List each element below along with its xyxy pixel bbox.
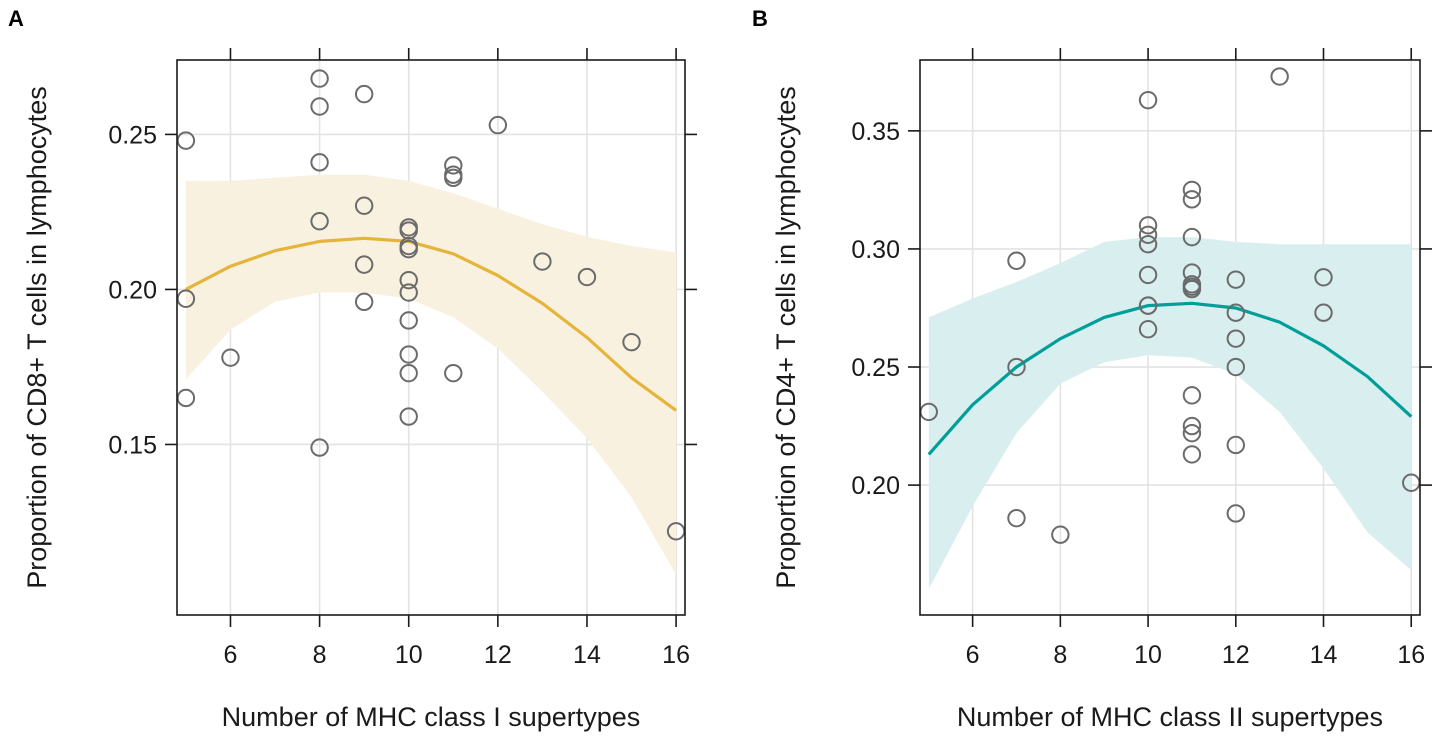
x-tick-label: 10 [395, 641, 423, 669]
plot-frame [919, 59, 1421, 616]
data-point [444, 168, 463, 188]
y-tick-label: 0.25 [108, 121, 157, 149]
data-point [1182, 416, 1202, 436]
data-point [1314, 303, 1333, 322]
data-point [1270, 67, 1289, 86]
data-point [1226, 270, 1245, 289]
panel-b: 6 8 10 12 14 16 0.20 0.25 0.30 0.35 Number of MHC … [752, 6, 1432, 732]
x-tick-label: 6 [966, 641, 980, 669]
panel-label: A [8, 6, 24, 31]
data-point [1226, 504, 1245, 523]
fit-line [185, 236, 678, 412]
x-tick-label: 16 [662, 641, 690, 669]
data-point [354, 196, 374, 215]
data-point [488, 115, 508, 135]
data-point [399, 283, 418, 302]
data-point [444, 363, 463, 383]
data-point [399, 345, 418, 364]
data-point [1182, 445, 1202, 464]
data-point [399, 407, 418, 426]
data-point [399, 270, 418, 290]
data-point [310, 97, 329, 116]
data-point [1226, 329, 1245, 348]
x-tick-label: 16 [1397, 641, 1425, 669]
x-tick-label: 8 [1053, 641, 1067, 669]
data-point [310, 153, 329, 172]
panel-label: B [752, 6, 768, 31]
y-tick-label: 0.15 [108, 431, 157, 459]
y-tick-label: 0.25 [851, 354, 900, 382]
data-point [1182, 190, 1202, 209]
data-point [1138, 235, 1158, 254]
data-point [1138, 265, 1158, 285]
data-point [1138, 90, 1158, 110]
data-point [1138, 320, 1158, 339]
x-tick-label: 12 [484, 641, 512, 669]
y-tick-label: 0.20 [851, 472, 900, 500]
data-point [1182, 423, 1202, 443]
data-point [176, 388, 196, 408]
y-tick-label: 0.35 [851, 118, 900, 146]
data-point [1007, 357, 1026, 377]
data-point [1226, 303, 1245, 322]
data-point [1007, 251, 1026, 270]
data-point [354, 84, 374, 104]
confidence-band [928, 237, 1412, 589]
x-tick-label: 14 [1310, 641, 1338, 669]
data-point [221, 348, 240, 367]
data-point [622, 332, 641, 352]
data-point [354, 255, 374, 274]
data-point [1182, 227, 1202, 247]
data-point [1226, 357, 1245, 377]
x-tick-label: 10 [1134, 641, 1162, 669]
data-point [399, 239, 418, 259]
y-tick-label: 0.30 [851, 236, 900, 264]
data-point [310, 69, 329, 88]
fit-line [927, 301, 1413, 456]
data-point [1182, 180, 1202, 200]
x-tick-label: 6 [224, 641, 238, 669]
data-point [399, 363, 418, 383]
data-point [1314, 268, 1333, 287]
x-tick-label: 12 [1222, 641, 1250, 669]
data-point [1182, 386, 1202, 405]
data-point [1226, 435, 1245, 455]
data-point [310, 438, 329, 457]
data-point [399, 311, 418, 330]
x-axis-title: Number of MHC class II supertypes [957, 702, 1383, 732]
x-axis-title: Number of MHC class I supertypes [222, 702, 641, 732]
data-point [1138, 296, 1158, 315]
data-point [533, 252, 552, 271]
x-tick-label: 8 [313, 641, 327, 669]
y-tick-label: 0.20 [108, 276, 157, 304]
data-point [1182, 279, 1202, 299]
y-axis-title: Proportion of CD8+ T cells in lymphocyte… [22, 86, 52, 588]
plot-frame [176, 59, 686, 616]
data-point [310, 212, 329, 231]
confidence-band [185, 174, 677, 575]
data-point [1007, 508, 1026, 528]
data-point [577, 267, 597, 287]
panel-a: 6 8 10 12 14 16 0.15 0.20 0.25 Number of MHC clas… [8, 6, 697, 732]
x-tick-label: 14 [573, 641, 601, 669]
data-point [1138, 216, 1158, 235]
data-point [1138, 225, 1158, 244]
y-axis-title: Proportion of CD4+ T cells in lymphocyte… [771, 86, 801, 588]
data-point [1051, 525, 1070, 544]
data-point [444, 156, 463, 175]
data-point [354, 292, 374, 312]
